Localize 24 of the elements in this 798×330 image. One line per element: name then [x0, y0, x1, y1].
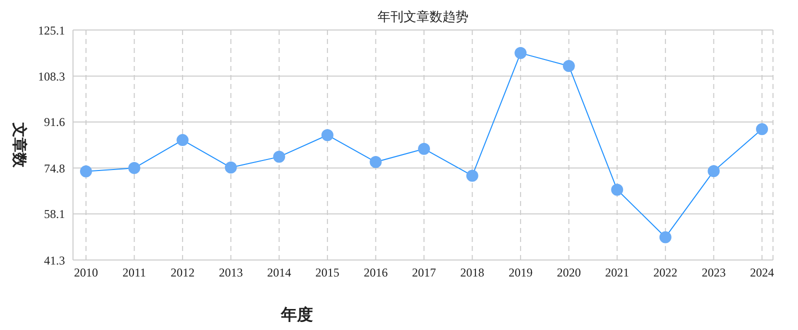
x-tick-label: 2016 — [364, 266, 388, 280]
x-axis-title: 年度 — [280, 305, 313, 324]
y-axis-title: 文章数 — [10, 122, 29, 168]
y-tick-label: 74.8 — [44, 161, 65, 176]
x-tick-label: 2012 — [170, 266, 195, 280]
x-tick-label: 2014 — [267, 266, 292, 280]
x-tick-label: 2011 — [122, 266, 146, 280]
y-tick-label: 41.3 — [44, 253, 65, 268]
y-tick-label: 91.6 — [44, 115, 65, 130]
x-tick-label: 2024 — [750, 266, 774, 280]
chart-title: 年刊文章数趋势 — [376, 8, 470, 26]
x-tick-label: 2020 — [556, 266, 581, 280]
y-tick-label: 125.1 — [38, 23, 65, 38]
x-tick-label: 2017 — [412, 266, 436, 280]
x-tick-label: 2022 — [653, 266, 678, 280]
x-tick-label: 2010 — [74, 266, 98, 280]
x-tick-label: 2015 — [315, 266, 340, 280]
y-tick-label: 108.3 — [38, 69, 65, 84]
x-tick-label: 2018 — [460, 266, 484, 280]
x-tick-label: 2021 — [605, 266, 630, 280]
y-tick-label: 58.1 — [44, 207, 65, 222]
x-tick-label: 2019 — [508, 266, 533, 280]
x-tick-label: 2013 — [218, 266, 243, 280]
x-tick-label: 2023 — [702, 266, 726, 280]
